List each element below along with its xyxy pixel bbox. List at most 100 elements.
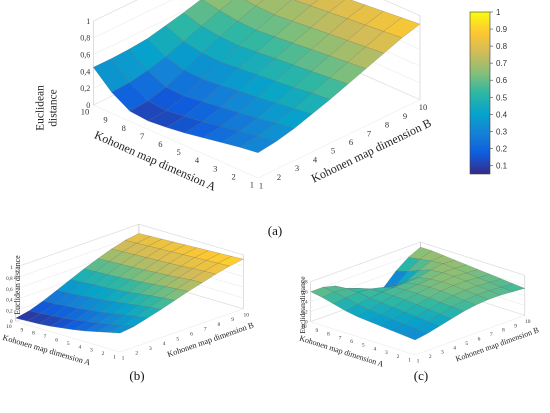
y-tick-label: 5 <box>362 343 365 349</box>
panel-label-b: (b) <box>129 368 144 383</box>
y-tick-label: 7 <box>44 334 47 340</box>
y-tick-label: 9 <box>103 115 107 125</box>
y-tick-label: 10 <box>6 324 12 330</box>
z-tick-label: 0,6 <box>80 51 90 60</box>
z-tick-label: 1 <box>86 17 90 26</box>
z-tick-label: 0,6 <box>301 290 308 296</box>
x-axis-label: Kohonen map dimension B <box>309 116 434 186</box>
x-tick-label: 9 <box>231 317 234 323</box>
colorbar-tick-label: 0.7 <box>496 59 508 68</box>
x-tick-label: 10 <box>244 312 250 318</box>
colorbar-tick-label: 0.4 <box>496 110 508 119</box>
panel-label-c: (c) <box>414 368 428 383</box>
z-tick-label: 0 <box>10 319 13 325</box>
z-tick-label: 1 <box>10 265 13 271</box>
y-tick-label: 4 <box>78 344 81 350</box>
x-tick-label: 8 <box>502 328 505 334</box>
z-tick-label: 0 <box>305 320 308 326</box>
x-axis-label: Kohonen map dimension B <box>166 320 255 359</box>
y-tick-label: 2 <box>102 351 105 357</box>
y-tick-label: 7 <box>339 335 342 341</box>
x-tick-label: 5 <box>331 146 335 156</box>
colorbar-tick-label: 0.5 <box>496 93 508 102</box>
z-gridline <box>15 223 244 268</box>
x-tick-label: 5 <box>176 336 179 342</box>
z-tick-label: 0,4 <box>80 67 90 76</box>
z-tick-label: 0,8 <box>301 280 308 286</box>
y-axis-label: Kohonen map dimension A <box>92 128 218 194</box>
x-tick-label: 3 <box>441 350 444 356</box>
y-tick-label: 2 <box>397 354 400 360</box>
y-tick-label: 10 <box>81 107 90 117</box>
x-tick-label: 7 <box>367 128 371 138</box>
colorbar-tick-label: 0.9 <box>496 25 508 34</box>
z-tick-label: 0,2 <box>6 308 13 314</box>
colorbar-tick-label: 0.3 <box>496 127 508 136</box>
z-tick-label: 0,8 <box>80 34 90 43</box>
x-tick-label: 4 <box>453 345 456 351</box>
z-tick-label: 0,4 <box>301 300 308 306</box>
y-tick-label: 8 <box>122 123 126 133</box>
y-tick-label: 4 <box>195 155 200 165</box>
x-tick-label: 8 <box>218 322 221 328</box>
surface-patch <box>239 135 277 153</box>
y-tick-label: 10 <box>301 324 307 330</box>
y-tick-label: 6 <box>55 338 58 344</box>
x-tick-label: 6 <box>190 332 193 338</box>
colorbar-tick-label: 0.1 <box>496 161 508 170</box>
y-tick-label: 9 <box>20 327 23 333</box>
y-tick-label: 3 <box>90 348 93 354</box>
y-tick-label: 9 <box>315 328 318 334</box>
y-tick-label: 8 <box>327 332 330 338</box>
y-axis-label: Kohonen map dimension A <box>298 334 385 369</box>
x-tick-label: 3 <box>295 163 299 173</box>
x-tick-label: 7 <box>204 327 207 333</box>
x-tick-label: 5 <box>465 341 468 347</box>
y-tick-label: 6 <box>158 139 162 149</box>
x-tick-label: 9 <box>514 323 517 329</box>
colorbar-gradient <box>469 11 491 175</box>
x-tick-label: 1 <box>259 181 263 191</box>
x-tick-label: 4 <box>313 154 318 164</box>
panel-label-a: (a) <box>268 223 282 238</box>
colorbar-tick-label: 1 <box>496 8 501 17</box>
x-tick-label: 1 <box>417 359 420 365</box>
x-tick-label: 2 <box>277 172 281 182</box>
x-tick-label: 4 <box>163 341 166 347</box>
z-tick-label: 0 <box>86 101 90 110</box>
z-tick-label: 0,4 <box>6 298 13 304</box>
y-tick-label: 3 <box>385 350 388 356</box>
y-tick-label: 5 <box>67 341 70 347</box>
colorbar-tick-label: 0.8 <box>496 42 508 51</box>
surface-plot-b: 123456789101234567891000,20,40,60,81Koho… <box>2 223 255 367</box>
x-tick-label: 8 <box>385 120 389 130</box>
colorbar-tick-label: 0.2 <box>496 144 508 153</box>
x-tick-label: 2 <box>429 354 432 360</box>
z-tick-label: 0,2 <box>80 84 90 93</box>
x-tick-label: 3 <box>149 346 152 352</box>
x-tick-label: 10 <box>419 102 428 112</box>
y-tick-label: 5 <box>177 147 181 157</box>
y-tick-label: 3 <box>213 163 217 173</box>
y-tick-label: 1 <box>113 355 116 361</box>
y-tick-label: 6 <box>350 339 353 345</box>
z-tick-label: 0,6 <box>6 287 13 293</box>
z-tick-label: 0,2 <box>301 310 308 316</box>
x-tick-label: 7 <box>490 332 493 338</box>
z-tick-label: 0,8 <box>6 276 13 282</box>
surface-patch <box>402 328 428 341</box>
x-tick-label: 6 <box>478 337 481 343</box>
x-tick-label: 2 <box>135 351 138 357</box>
colorbar-tick-label: 0.6 <box>496 76 508 85</box>
y-tick-label: 2 <box>231 171 235 181</box>
surface-plot-c: 123456789101234567891000,20,40,60,8Kohon… <box>298 241 540 369</box>
surface-patch <box>244 0 264 7</box>
x-tick-label: 10 <box>525 319 531 325</box>
y-tick-label: 7 <box>140 131 144 141</box>
z-axis-label: Euclidean distance <box>13 255 22 315</box>
z-axis-label: Euclidean distance <box>298 276 307 334</box>
z-gridline <box>310 241 525 282</box>
y-tick-label: 1 <box>250 180 254 190</box>
surface-plot-a: 123456789101234567891000,20,40,60,81Koho… <box>35 0 434 194</box>
